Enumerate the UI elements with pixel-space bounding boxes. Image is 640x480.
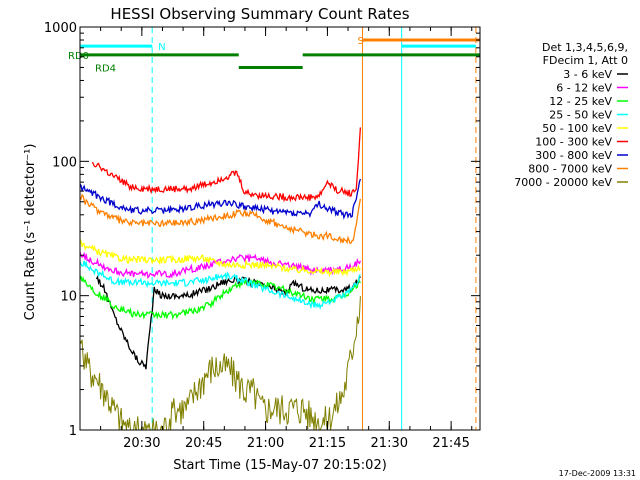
plot-frame — [79, 26, 481, 431]
legend-entry-label: 12 - 25 keV — [549, 95, 612, 108]
legend-entry-label: 7000 - 20000 keV — [514, 176, 612, 189]
series-line — [80, 193, 362, 245]
legend-entry-label: 100 - 300 keV — [535, 136, 612, 149]
x-tick-label: 21:00 — [247, 436, 284, 451]
state-label: N — [158, 42, 165, 53]
state-label: S — [357, 36, 363, 47]
x-tick-label: 21:30 — [371, 436, 408, 451]
legend-entry-label: 3 - 6 keV — [563, 68, 612, 81]
series-line — [80, 239, 361, 278]
series-line — [80, 296, 361, 430]
series-line — [80, 275, 361, 321]
chart-title: HESSI Observing Summary Count Rates — [110, 5, 409, 23]
timestamp-label: 17-Dec-2009 13:31 — [559, 469, 636, 478]
series-line — [95, 274, 361, 370]
legend-header: FDecim 1, Att 0 — [543, 54, 628, 67]
series-line — [80, 251, 362, 280]
legend-entry-label: 300 - 800 keV — [535, 149, 612, 162]
y-tick-label: 10 — [60, 290, 77, 305]
y-tick-label: 100 — [52, 155, 77, 170]
legend-header: Det 1,3,4,5,6,9, — [542, 41, 628, 54]
x-tick-label: 21:15 — [309, 436, 346, 451]
series-line — [80, 260, 361, 311]
x-axis-label: Start Time (15-May-07 20:15:02) — [173, 458, 387, 473]
legend-entry-label: 50 - 100 keV — [542, 122, 612, 135]
series-line — [80, 178, 362, 220]
state-label: RD4 — [95, 63, 116, 74]
legend-entry-label: 25 - 50 keV — [549, 109, 612, 122]
x-tick-label: 20:30 — [123, 436, 160, 451]
x-tick-label: 21:45 — [432, 436, 469, 451]
x-tick-label: 20:45 — [185, 436, 222, 451]
series-line — [91, 127, 362, 203]
state-label: RD0 — [68, 51, 89, 62]
y-tick-label: 1 — [69, 424, 77, 439]
y-axis-label: Count Rate (s⁻¹ detector⁻¹) — [23, 144, 38, 321]
legend-entry-label: 6 - 12 keV — [556, 82, 612, 95]
y-tick-label: 1000 — [44, 21, 77, 36]
legend-entry-label: 800 - 7000 keV — [528, 163, 612, 176]
